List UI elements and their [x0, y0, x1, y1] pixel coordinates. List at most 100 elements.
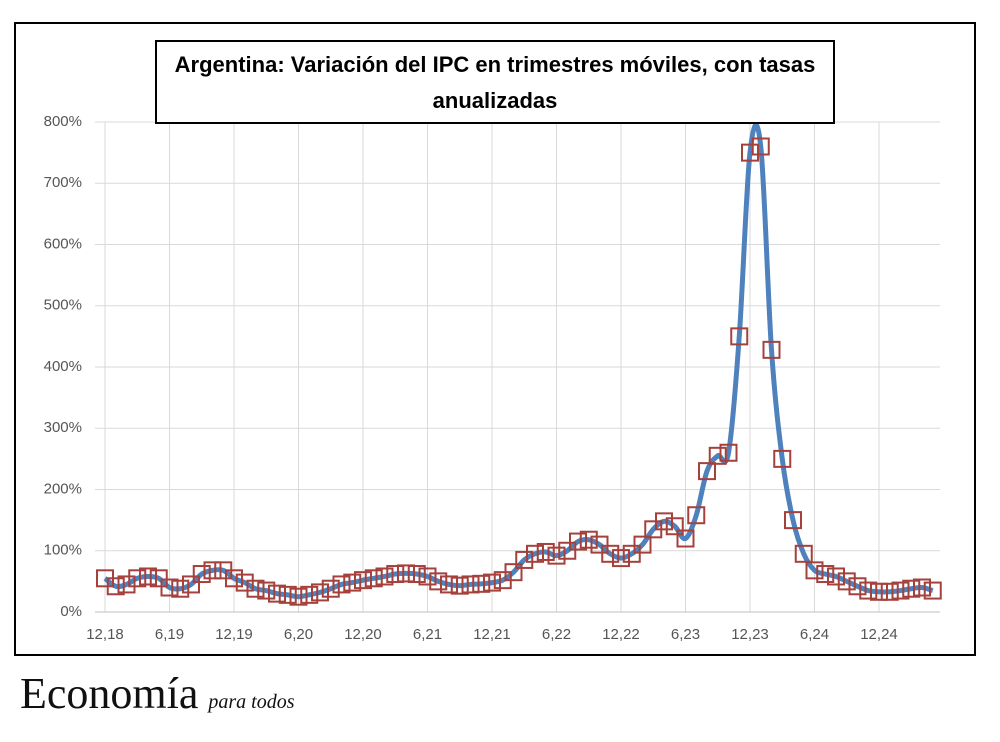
brand-name: Economía: [20, 669, 199, 718]
x-tick-label: 12,20: [344, 626, 382, 643]
chart-title: Argentina: Variación del IPC en trimestr…: [155, 40, 835, 124]
marker: [332, 575, 351, 594]
marker: [805, 561, 824, 580]
marker: [569, 532, 587, 551]
marker: [751, 137, 770, 156]
marker: [278, 585, 297, 604]
marker: [246, 579, 265, 598]
x-tick-label: 12,18: [86, 626, 124, 643]
marker: [160, 578, 179, 597]
marker: [203, 561, 222, 580]
marker: [698, 462, 716, 481]
marker: [106, 577, 125, 596]
marker: [149, 569, 168, 588]
marker: [268, 584, 286, 603]
marker: [235, 573, 254, 592]
marker: [386, 565, 405, 584]
brand-tagline: para todos: [208, 691, 295, 713]
marker: [902, 579, 921, 598]
marker: [461, 575, 480, 594]
marker: [719, 443, 738, 462]
marker: [375, 567, 394, 586]
marker: [225, 569, 243, 588]
marker: [300, 585, 319, 604]
x-tick-label: 12,22: [602, 626, 640, 643]
marker: [633, 535, 652, 554]
marker: [397, 564, 415, 583]
marker: [837, 572, 856, 591]
marker: [354, 571, 372, 590]
marker: [547, 546, 566, 565]
x-tick-label: 12,24: [860, 626, 898, 643]
marker: [429, 572, 448, 591]
marker: [483, 573, 501, 592]
marker: [257, 581, 276, 600]
marker: [816, 565, 835, 584]
y-tick-label: 700%: [44, 174, 82, 191]
y-tick-label: 100%: [44, 542, 82, 559]
x-tick-label: 12,23: [731, 626, 769, 643]
marker: [880, 582, 899, 601]
marker: [182, 575, 200, 594]
marker: [311, 583, 329, 602]
marker: [923, 581, 942, 600]
marker: [913, 578, 931, 597]
marker: [418, 567, 437, 586]
marker: [192, 565, 211, 584]
marker: [773, 449, 792, 468]
y-tick-label: 400%: [44, 358, 82, 375]
marker: [601, 544, 620, 563]
marker: [526, 544, 544, 563]
marker: [848, 577, 867, 596]
marker: [321, 579, 340, 598]
marker: [117, 575, 136, 594]
y-tick-label: 0%: [60, 603, 82, 620]
x-tick-label: 6,22: [542, 626, 571, 643]
marker: [407, 565, 426, 584]
marker: [655, 512, 673, 531]
x-tick-label: 6,20: [284, 626, 313, 643]
marker: [794, 544, 813, 563]
marker: [139, 567, 157, 586]
marker: [891, 581, 910, 600]
marker: [784, 511, 802, 530]
marker: [730, 327, 749, 346]
marker: [622, 544, 641, 563]
marker: [870, 582, 888, 601]
x-tick-label: 6,23: [671, 626, 700, 643]
marker: [289, 587, 308, 606]
x-tick-label: 12,21: [473, 626, 511, 643]
marker: [364, 569, 383, 588]
x-tick-label: 12,19: [215, 626, 253, 643]
marker: [827, 567, 845, 586]
marker: [558, 541, 577, 560]
marker: [676, 529, 695, 548]
marker: [579, 530, 598, 549]
marker: [128, 569, 147, 588]
y-tick-label: 600%: [44, 235, 82, 252]
y-tick-label: 800%: [44, 113, 82, 130]
marker: [708, 446, 727, 465]
marker: [440, 575, 458, 594]
marker: [665, 517, 684, 536]
marker: [472, 574, 491, 593]
marker: [536, 542, 555, 561]
x-tick-label: 6,19: [155, 626, 184, 643]
y-tick-label: 200%: [44, 480, 82, 497]
marker: [343, 573, 362, 592]
marker: [612, 549, 630, 568]
x-tick-label: 6,24: [800, 626, 829, 643]
x-tick-label: 6,21: [413, 626, 442, 643]
y-tick-label: 300%: [44, 419, 82, 436]
marker: [515, 550, 534, 569]
chart-frame: [14, 22, 976, 656]
marker: [687, 506, 706, 525]
brand: Economía para todos: [20, 668, 295, 719]
marker: [504, 563, 523, 582]
marker: [741, 143, 759, 162]
marker: [171, 579, 190, 598]
line: [103, 122, 934, 600]
marker: [590, 535, 609, 554]
marker: [762, 340, 781, 359]
